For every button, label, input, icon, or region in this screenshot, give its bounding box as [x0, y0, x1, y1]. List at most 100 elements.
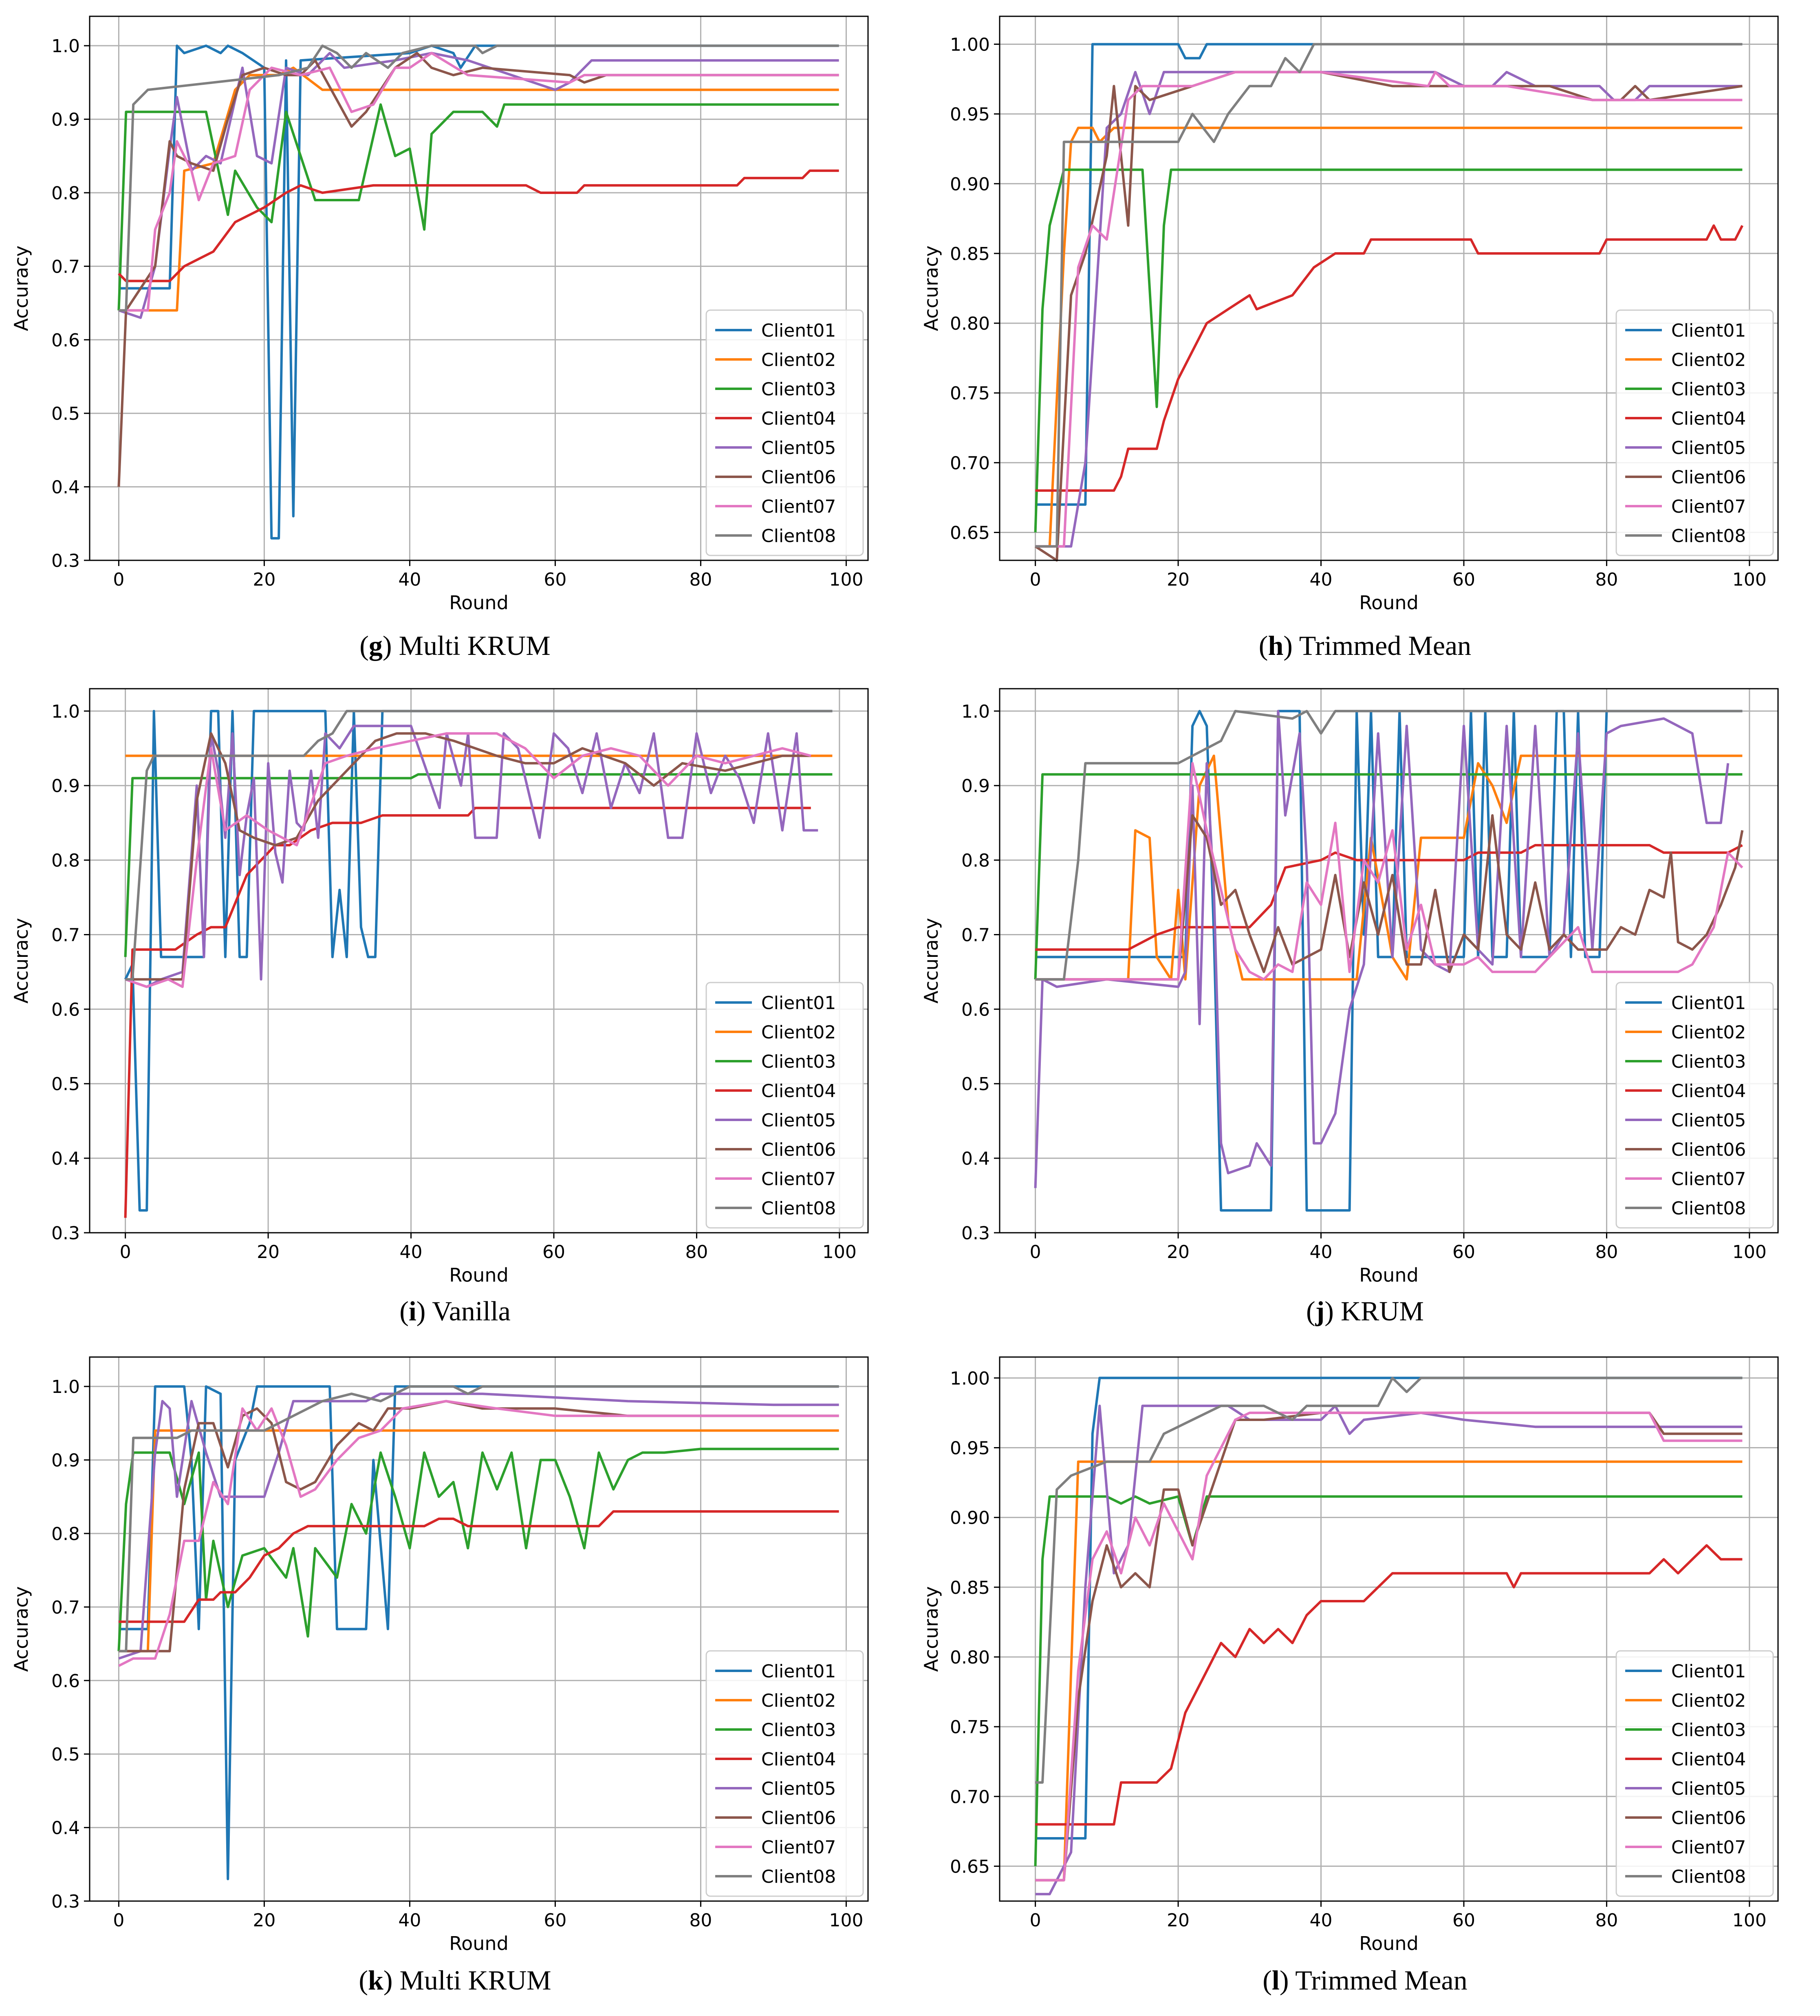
caption-letter: g: [368, 630, 383, 661]
x-tick-label: 100: [829, 1910, 863, 1931]
x-tick-label: 80: [689, 1910, 712, 1931]
caption-g: (g) Multi KRUM: [359, 630, 551, 661]
legend-box: [1615, 1650, 1774, 1897]
series-line-client08: [125, 709, 833, 981]
y-tick-label: 0.70: [950, 1787, 990, 1807]
panel-h: 0 20 40 60 80 100 0.65 0.70 0.75 0.80 0.85 0.90 0.95…: [910, 0, 1820, 611]
legend-box: [1615, 982, 1774, 1229]
legend-label: Client02: [761, 1690, 836, 1711]
legend-label: Client02: [1671, 1022, 1746, 1043]
x-tick-label: 40: [1310, 569, 1333, 590]
chart-krum-j: 0 20 40 60 80 100 0.3 0.4 0.5 0.6 0.7 0.8 0.9 1.0 Roun…: [920, 688, 1779, 1284]
series-line-client03: [117, 103, 839, 311]
legend-label: Client04: [1671, 1081, 1746, 1102]
legend-label: Client03: [1671, 379, 1746, 400]
y-tick-label: 0.3: [51, 551, 80, 571]
axes-frame: [89, 1356, 869, 1902]
series-line-client03: [1034, 773, 1743, 980]
legend-label: Client04: [761, 1749, 836, 1770]
series-line-client08: [1035, 709, 1743, 981]
x-tick-label: 20: [253, 569, 275, 590]
x-tick-label: 60: [544, 1910, 566, 1931]
y-tick-label: 0.5: [51, 1744, 80, 1765]
legend-label: Client01: [761, 320, 836, 341]
legend: Client01 Client02 Client03 Client04 Client05…: [1615, 1650, 1774, 1897]
legend-label: Client01: [761, 993, 836, 1014]
y-axis-label: Accuracy: [920, 1586, 942, 1672]
series-line-client05: [1034, 709, 1730, 1188]
legend-label: Client07: [761, 1169, 836, 1190]
y-tick-label: 0.3: [51, 1223, 80, 1244]
legend-label: Client02: [761, 1022, 836, 1043]
x-tick-label: 60: [1452, 1910, 1475, 1931]
x-tick-label: 80: [689, 569, 712, 590]
legend-label: Client05: [1671, 1778, 1746, 1799]
y-tick-label: 0.8: [51, 183, 80, 204]
axes-frame: [999, 1356, 1779, 1902]
y-tick-label: 0.9: [51, 110, 80, 130]
caption-j: (j) KRUM: [1306, 1296, 1424, 1326]
series-line-client02: [1035, 754, 1743, 981]
axes-frame: [89, 15, 869, 561]
y-tick-label: 0.5: [51, 403, 80, 424]
legend: Client01 Client02 Client03 Client04 Client05…: [705, 309, 864, 556]
y-tick-label: 0.5: [51, 1074, 80, 1095]
x-tick-label: 0: [1030, 569, 1041, 590]
x-tick-label: 40: [1310, 1242, 1333, 1262]
series-line-client01: [1035, 709, 1743, 1212]
y-tick-label: 0.4: [961, 1148, 990, 1169]
y-tick-label: 0.95: [950, 104, 990, 125]
legend-label: Client06: [761, 1808, 836, 1829]
series-group: [117, 44, 839, 540]
x-tick-label: 0: [113, 1910, 124, 1931]
x-tick-label: 60: [544, 569, 566, 590]
x-tick-label: 40: [1310, 1910, 1333, 1931]
y-tick-label: 0.80: [950, 313, 990, 334]
caption-text: Multi KRUM: [399, 1965, 551, 1996]
legend-label: Client08: [761, 1866, 836, 1887]
y-axis-ticks: 0.3 0.4 0.5 0.6 0.7 0.8 0.9 1.0: [51, 701, 90, 1244]
x-axis-ticks: 0 20 40 60 80 100: [120, 1233, 857, 1262]
x-axis-label: Round: [449, 1932, 509, 1952]
x-tick-label: 20: [257, 1242, 280, 1262]
y-axis-label: Accuracy: [10, 1586, 32, 1672]
series-group: [1034, 709, 1744, 1212]
series-line-client05: [118, 52, 839, 319]
y-tick-label: 0.4: [51, 1818, 80, 1839]
y-axis-ticks: 0.3 0.4 0.5 0.6 0.7 0.8 0.9 1.0: [51, 36, 90, 571]
series-line-client07: [125, 732, 811, 988]
y-tick-label: 0.75: [950, 1717, 990, 1738]
caption-letter: i: [408, 1296, 416, 1326]
panel-i: 0 20 40 60 80 100 0.3 0.4 0.5 0.6 0.7 0.8 0.9 1.0 Roun…: [0, 672, 910, 1284]
legend-label: Client03: [1671, 1720, 1746, 1741]
x-axis-label: Round: [1359, 592, 1419, 611]
legend-label: Client06: [761, 1139, 836, 1160]
legend: Client01 Client02 Client03 Client04 Client05…: [705, 982, 864, 1229]
legend-label: Client04: [761, 408, 836, 429]
y-axis-label: Accuracy: [10, 245, 32, 331]
y-tick-label: 0.6: [961, 999, 990, 1020]
legend-label: Client05: [761, 1110, 836, 1131]
y-tick-label: 0.5: [961, 1074, 990, 1095]
y-axis-ticks: 0.3 0.4 0.5 0.6 0.7 0.8 0.9 1.0: [51, 1377, 90, 1912]
panel-k: 0 20 40 60 80 100 0.3 0.4 0.5 0.6 0.7 0.8 0.9 1.0 Roun…: [0, 1341, 910, 1952]
series-line-client01: [1035, 1377, 1743, 1840]
legend-label: Client07: [1671, 1169, 1746, 1190]
y-tick-label: 0.85: [950, 1578, 990, 1598]
y-tick-label: 1.0: [51, 1377, 80, 1397]
y-tick-label: 0.7: [961, 925, 990, 945]
x-tick-label: 40: [398, 1910, 421, 1931]
caption-letter: l: [1271, 1965, 1280, 1996]
legend-label: Client05: [761, 438, 836, 458]
x-tick-label: 80: [685, 1242, 708, 1262]
legend-label: Client02: [761, 350, 836, 370]
y-axis-ticks: 0.65 0.70 0.75 0.80 0.85 0.90 0.95 1.00: [950, 34, 1000, 544]
y-tick-label: 0.8: [961, 850, 990, 871]
chart-multi-krum-g: 0 20 40 60 80 100 0.3 0.4 0.5 0.6 0.7 0.8 0.9 1.0 Roun…: [10, 15, 869, 611]
legend-label: Client01: [1671, 320, 1746, 341]
legend-label: Client04: [1671, 1749, 1746, 1770]
chart-vanilla-i: 0 20 40 60 80 100 0.3 0.4 0.5 0.6 0.7 0.8 0.9 1.0 Roun…: [10, 688, 869, 1284]
caption-text: Trimmed Mean: [1295, 1965, 1467, 1996]
series-group: [1034, 1377, 1743, 1895]
